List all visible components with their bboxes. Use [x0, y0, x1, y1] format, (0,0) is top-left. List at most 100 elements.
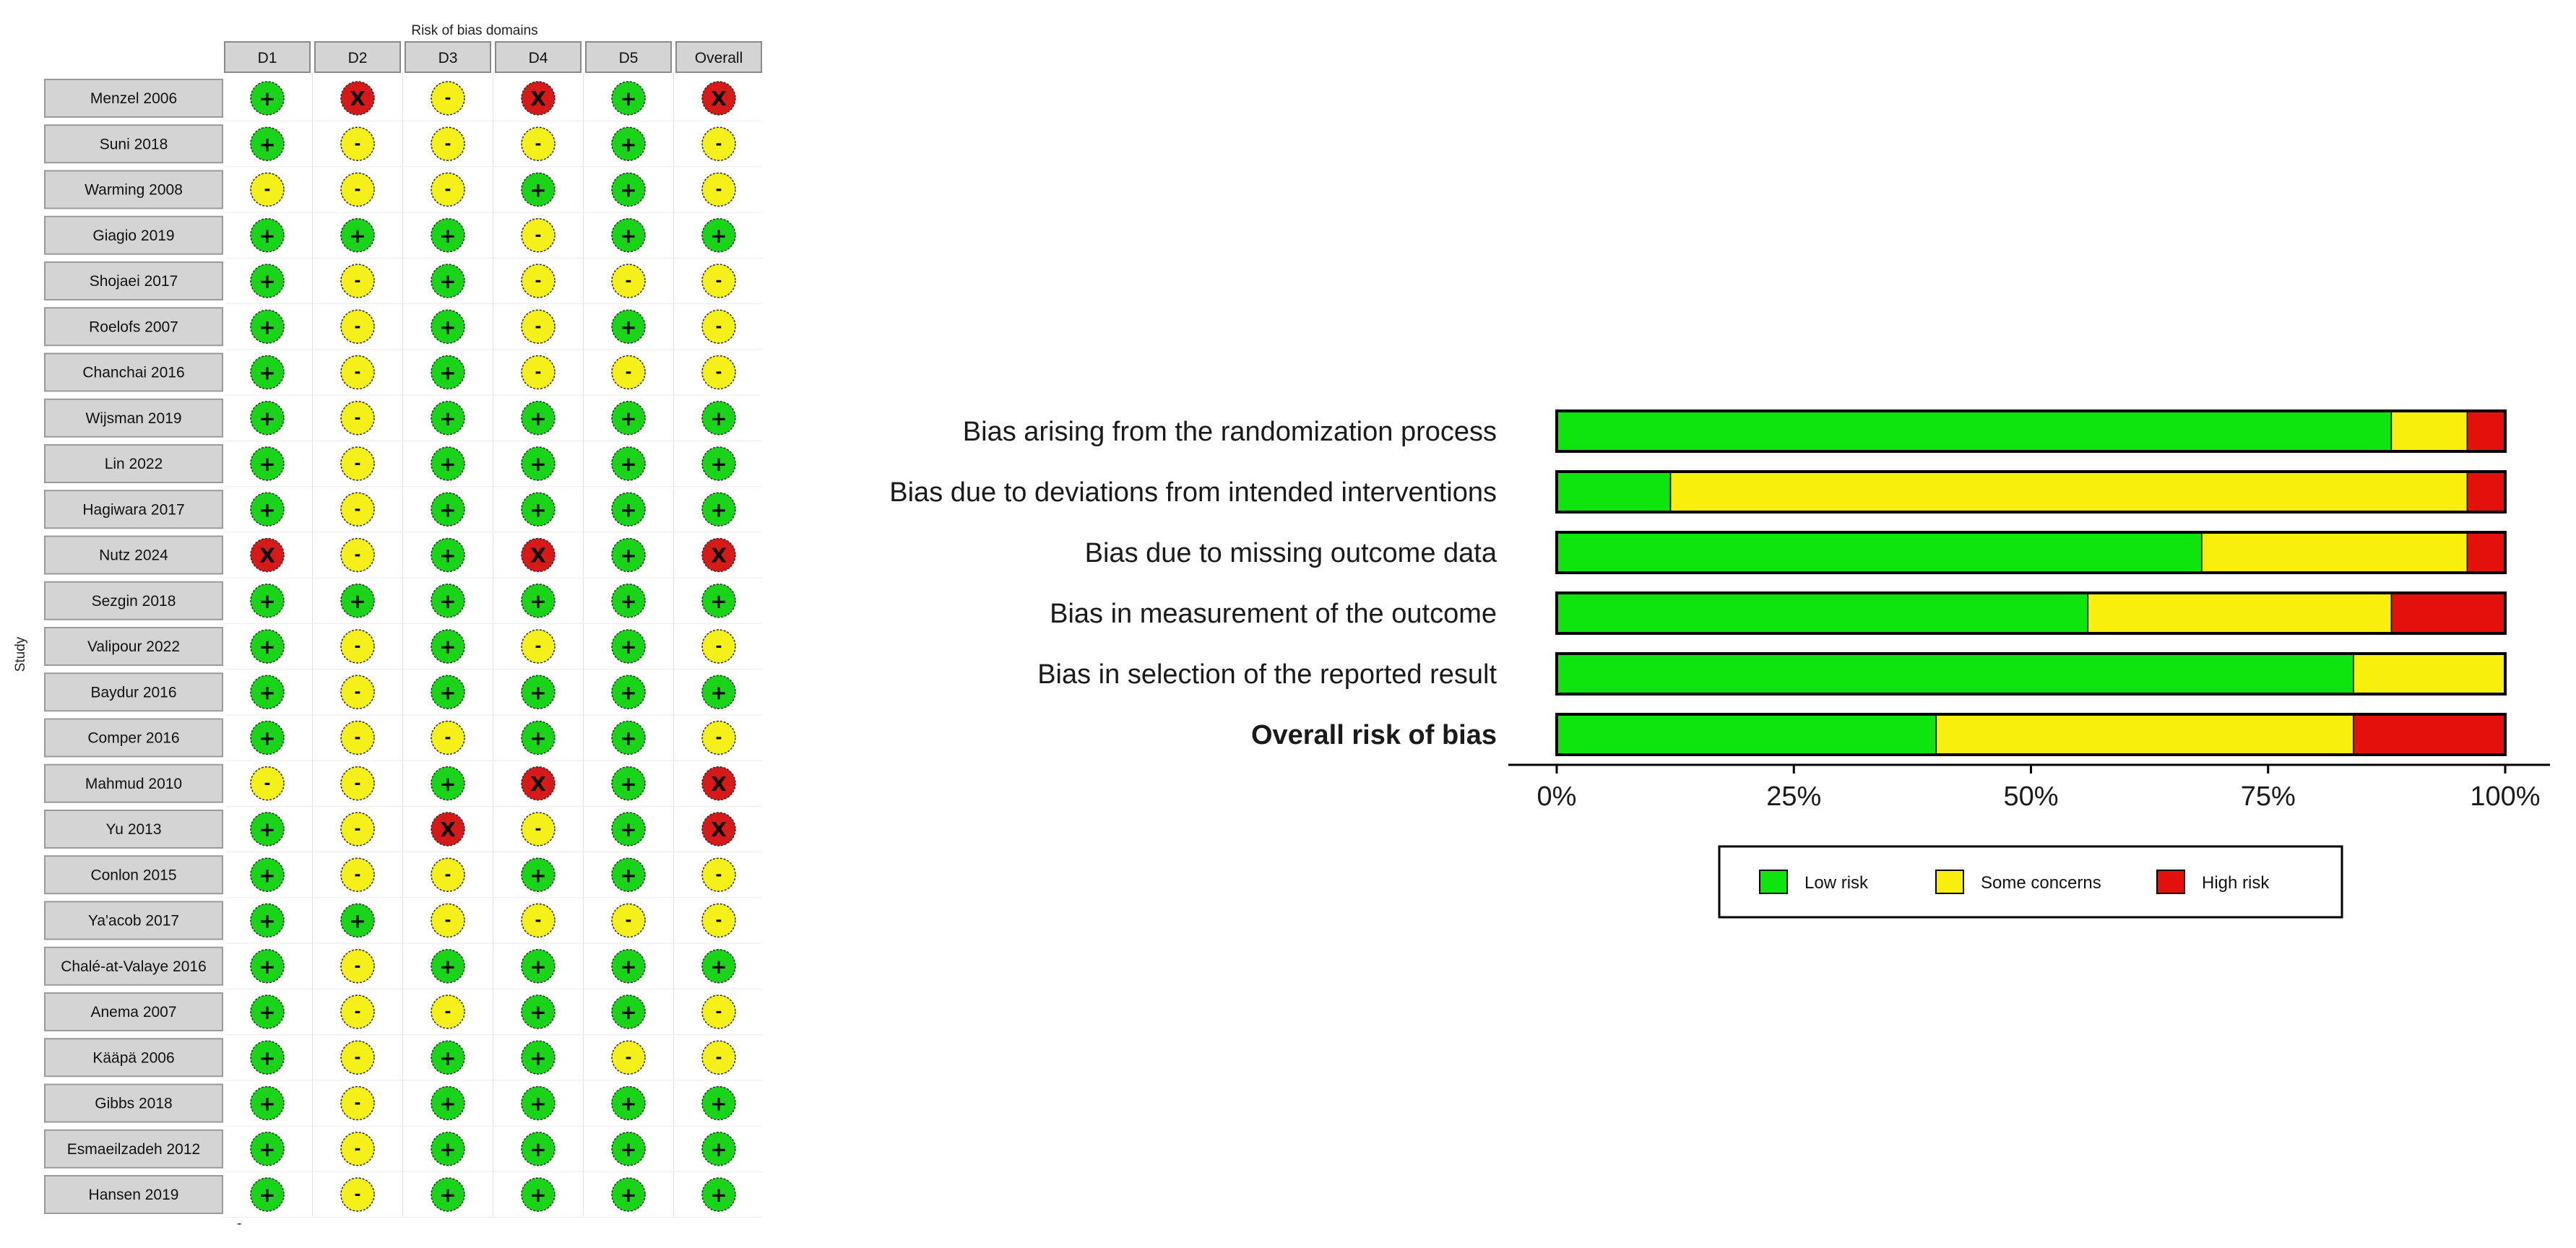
study-row: Baydur 2016 + - + + + +: [44, 672, 762, 716]
study-row: Ya'acob 2017 + + - - - -: [44, 901, 762, 944]
study-row: Comper 2016 + - - + + -: [44, 718, 762, 761]
judgement-some-symbol: -: [444, 1003, 451, 1021]
judgement-low-symbol: +: [439, 452, 456, 476]
domain-label: Overall risk of bias: [1251, 720, 1497, 750]
judgement-low-icon: [611, 675, 646, 709]
study-row: Anema 2007 + - - + + -: [44, 992, 762, 1036]
judgement-low-icon: [250, 218, 285, 253]
domain-header-overall: Overall: [695, 50, 743, 66]
study-label: Valipour 2022: [87, 638, 180, 655]
judgement-low-icon: [611, 1177, 646, 1212]
study-axis-label: Study: [13, 636, 28, 672]
judgement-low-symbol: +: [710, 452, 727, 476]
judgement-some-symbol: -: [444, 135, 451, 153]
judgement-low-symbol: +: [710, 1183, 727, 1207]
judgement-low-icon: [250, 675, 285, 709]
judgement-low-icon: [611, 81, 646, 116]
study-row: Chanchai 2016 + - + - - -: [44, 352, 762, 396]
judgement-some-icon: [340, 1040, 375, 1075]
judgement-high-symbol: X: [711, 772, 727, 796]
judgement-low-icon: [250, 720, 285, 755]
judgement-low-symbol: +: [710, 407, 727, 430]
judgement-low-symbol: +: [259, 87, 275, 110]
domain-label: Bias due to deviations from intended int…: [889, 477, 1497, 508]
judgement-low-icon: [701, 1177, 736, 1212]
judgement-high-symbol: X: [259, 544, 275, 568]
x-tick-label: 75%: [2241, 781, 2296, 812]
judgement-low-icon: [611, 1086, 646, 1121]
bar-segment-some-concerns: [2087, 592, 2393, 634]
study-label: Esmaeilzadeh 2012: [67, 1141, 200, 1158]
judgement-low-icon: [611, 994, 646, 1029]
judgement-some-symbol: -: [444, 729, 451, 748]
judgement-some-icon: [340, 720, 375, 755]
judgement-some-symbol: -: [354, 1003, 360, 1021]
legend: Low risk Some concerns High risk: [1718, 845, 2343, 919]
judgement-some-symbol: -: [715, 912, 722, 930]
judgement-low-symbol: +: [620, 863, 636, 887]
judgement-low-symbol: +: [710, 498, 727, 521]
study-label-box: [44, 1083, 223, 1123]
judgement-low-symbol: +: [530, 1183, 546, 1207]
study-label: Conlon 2015: [90, 867, 176, 883]
study-label: Shojaei 2017: [90, 273, 178, 290]
judgement-low-icon: [250, 264, 285, 298]
judgement-low-symbol: +: [259, 407, 275, 430]
study-label-box: [44, 901, 223, 940]
judgement-low-icon: [250, 629, 285, 664]
judgement-low-icon: [521, 949, 556, 984]
judgement-low-icon: [611, 1132, 646, 1166]
judgement-low-icon: [611, 126, 646, 161]
judgement-low-icon: [611, 492, 646, 526]
judgement-high-symbol: X: [530, 544, 546, 568]
study-rows: Menzel 2006 + X - X + X Suni 2018 + - - - + - Warming …: [44, 79, 762, 1231]
judgement-some-icon: [611, 1040, 646, 1075]
study-label-box: [44, 581, 223, 620]
judgement-low-symbol: +: [620, 87, 636, 110]
study-label: Hansen 2019: [89, 1187, 179, 1203]
bar-segment-low-risk: [1556, 410, 2393, 452]
domain-label: Bias arising from the randomization proc…: [963, 417, 1497, 447]
study-label: Comper 2016: [87, 730, 179, 747]
judgement-some-symbol: -: [444, 866, 451, 884]
judgement-some-symbol: -: [354, 500, 360, 519]
domain-header-d5: D5: [619, 50, 639, 66]
judgement-low-icon: [250, 1040, 285, 1075]
judgement-some-icon: [340, 812, 375, 846]
judgement-low-symbol: +: [259, 132, 275, 156]
judgement-low-symbol: +: [530, 452, 546, 476]
judgement-low-icon: [701, 492, 736, 526]
judgement-low-symbol: +: [259, 1183, 275, 1207]
stacked-bars: [1555, 410, 2507, 756]
study-label-box: [44, 763, 223, 803]
judgement-some-symbol: -: [535, 912, 541, 930]
study-label: Wijsman 2019: [85, 410, 181, 427]
judgement-some-icon: [431, 126, 465, 161]
judgement-low-symbol: +: [530, 1092, 546, 1116]
judgement-some-icon: [701, 720, 736, 755]
judgement-low-icon: [611, 949, 646, 984]
judgement-some-icon: [340, 994, 375, 1029]
judgement-low-symbol: +: [439, 1183, 456, 1207]
study-row: Hansen 2019 + - + + + +: [44, 1175, 762, 1218]
judgement-some-symbol: -: [715, 1049, 722, 1067]
judgement-low-icon: [431, 1132, 465, 1166]
judgement-low-symbol: +: [439, 635, 456, 659]
judgement-low-icon: [701, 218, 736, 253]
study-label-box: [44, 170, 223, 209]
domains-caption: Risk of bias domains: [411, 23, 537, 38]
judgement-some-symbol: -: [715, 729, 722, 748]
judgement-low-symbol: +: [530, 407, 546, 430]
judgement-low-symbol: +: [620, 452, 636, 476]
judgement-some-symbol: -: [354, 547, 360, 565]
judgement-some-icon: [431, 994, 465, 1029]
judgement-low-icon: [250, 1132, 285, 1166]
study-row: Roelofs 2007 + - + - + -: [44, 307, 762, 350]
judgement-low-icon: [431, 1177, 465, 1212]
judgement-low-symbol: +: [530, 498, 546, 521]
domain-header-box-d5: [585, 41, 672, 73]
judgement-some-symbol: -: [444, 912, 451, 930]
study-label-box: [44, 352, 223, 392]
judgement-some-icon: [611, 264, 646, 298]
study-row: Kääpä 2006 + - + + - -: [44, 1038, 762, 1081]
